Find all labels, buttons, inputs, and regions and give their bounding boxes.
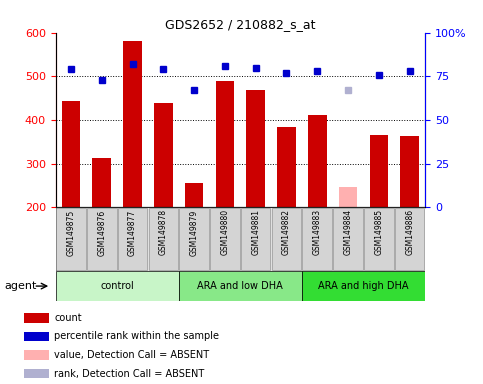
Bar bbox=[87, 208, 116, 270]
Bar bbox=[272, 208, 301, 270]
Text: GSM149877: GSM149877 bbox=[128, 209, 137, 255]
Bar bbox=[123, 41, 142, 207]
Bar bbox=[364, 208, 394, 270]
Text: agent: agent bbox=[5, 281, 37, 291]
Bar bbox=[24, 331, 49, 341]
Bar bbox=[339, 187, 357, 207]
Text: count: count bbox=[54, 313, 82, 323]
Text: ARA and high DHA: ARA and high DHA bbox=[318, 281, 409, 291]
Text: GSM149878: GSM149878 bbox=[159, 209, 168, 255]
Bar bbox=[149, 208, 178, 270]
Bar bbox=[24, 313, 49, 323]
Bar bbox=[210, 208, 240, 270]
Text: GSM149876: GSM149876 bbox=[97, 209, 106, 255]
Bar bbox=[302, 208, 332, 270]
Text: GSM149882: GSM149882 bbox=[282, 209, 291, 255]
Bar bbox=[118, 208, 147, 270]
Bar bbox=[24, 350, 49, 360]
Text: GSM149883: GSM149883 bbox=[313, 209, 322, 255]
Bar bbox=[277, 127, 296, 207]
Bar bbox=[56, 208, 85, 270]
Text: ARA and low DHA: ARA and low DHA bbox=[198, 281, 283, 291]
Text: GSM149886: GSM149886 bbox=[405, 209, 414, 255]
Bar bbox=[185, 183, 203, 207]
Text: GSM149880: GSM149880 bbox=[220, 209, 229, 255]
Bar bbox=[308, 115, 327, 207]
Bar bbox=[179, 208, 209, 270]
Text: GSM149879: GSM149879 bbox=[190, 209, 199, 255]
Bar bbox=[333, 208, 363, 270]
Bar bbox=[302, 271, 425, 301]
Text: rank, Detection Call = ABSENT: rank, Detection Call = ABSENT bbox=[54, 369, 204, 379]
Bar bbox=[395, 208, 425, 270]
Bar bbox=[24, 369, 49, 378]
Title: GDS2652 / 210882_s_at: GDS2652 / 210882_s_at bbox=[165, 18, 315, 31]
Bar bbox=[400, 136, 419, 207]
Text: control: control bbox=[100, 281, 134, 291]
Bar bbox=[92, 158, 111, 207]
Bar bbox=[62, 101, 80, 207]
Bar bbox=[215, 81, 234, 207]
Text: GSM149884: GSM149884 bbox=[343, 209, 353, 255]
Bar bbox=[246, 90, 265, 207]
Bar bbox=[179, 271, 302, 301]
Bar bbox=[369, 135, 388, 207]
Text: GSM149885: GSM149885 bbox=[374, 209, 384, 255]
Text: GSM149881: GSM149881 bbox=[251, 209, 260, 255]
Bar bbox=[56, 271, 179, 301]
Text: value, Detection Call = ABSENT: value, Detection Call = ABSENT bbox=[54, 350, 209, 360]
Text: percentile rank within the sample: percentile rank within the sample bbox=[54, 331, 219, 341]
Bar bbox=[241, 208, 270, 270]
Bar bbox=[154, 103, 172, 207]
Text: GSM149875: GSM149875 bbox=[67, 209, 75, 255]
